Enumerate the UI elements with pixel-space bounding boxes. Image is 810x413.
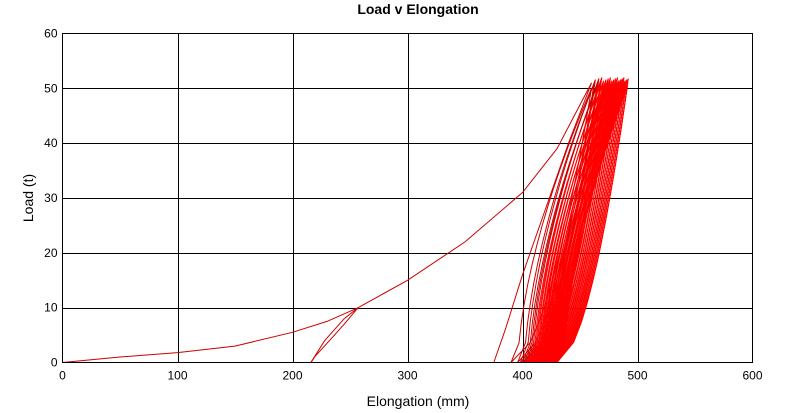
- x-tick-label: 600: [742, 369, 762, 383]
- x-tick-label: 300: [397, 369, 417, 383]
- y-tick-label: 50: [44, 81, 58, 95]
- y-axis-label: Load (t): [20, 174, 36, 222]
- load-curve: [493, 82, 592, 363]
- x-tick-label: 200: [282, 369, 302, 383]
- grid-lines: [62, 33, 753, 363]
- data-series: [62, 77, 629, 363]
- y-tick-label: 30: [44, 191, 58, 205]
- plot-frame: [62, 33, 753, 363]
- x-tick-label: 100: [167, 369, 187, 383]
- y-tick-label: 10: [44, 301, 58, 315]
- x-tick-label: 500: [627, 369, 647, 383]
- x-tick-label: 0: [59, 369, 66, 383]
- y-tick-labels: 0 10 20 30 40 50 60: [44, 27, 58, 370]
- y-tick-label: 20: [44, 246, 58, 260]
- chart-title: Load v Elongation: [357, 1, 478, 17]
- load-curve: [310, 307, 359, 363]
- load-curve: [62, 307, 359, 363]
- y-tick-label: 40: [44, 136, 58, 150]
- y-tick-label: 60: [44, 27, 58, 41]
- y-tick-label: 0: [51, 356, 58, 370]
- load-curve: [357, 82, 592, 309]
- x-tick-label: 400: [512, 369, 532, 383]
- load-curve: [310, 307, 359, 363]
- x-tick-labels: 0 100 200 300 400 500 600: [59, 369, 763, 383]
- x-axis-label: Elongation (mm): [367, 393, 470, 409]
